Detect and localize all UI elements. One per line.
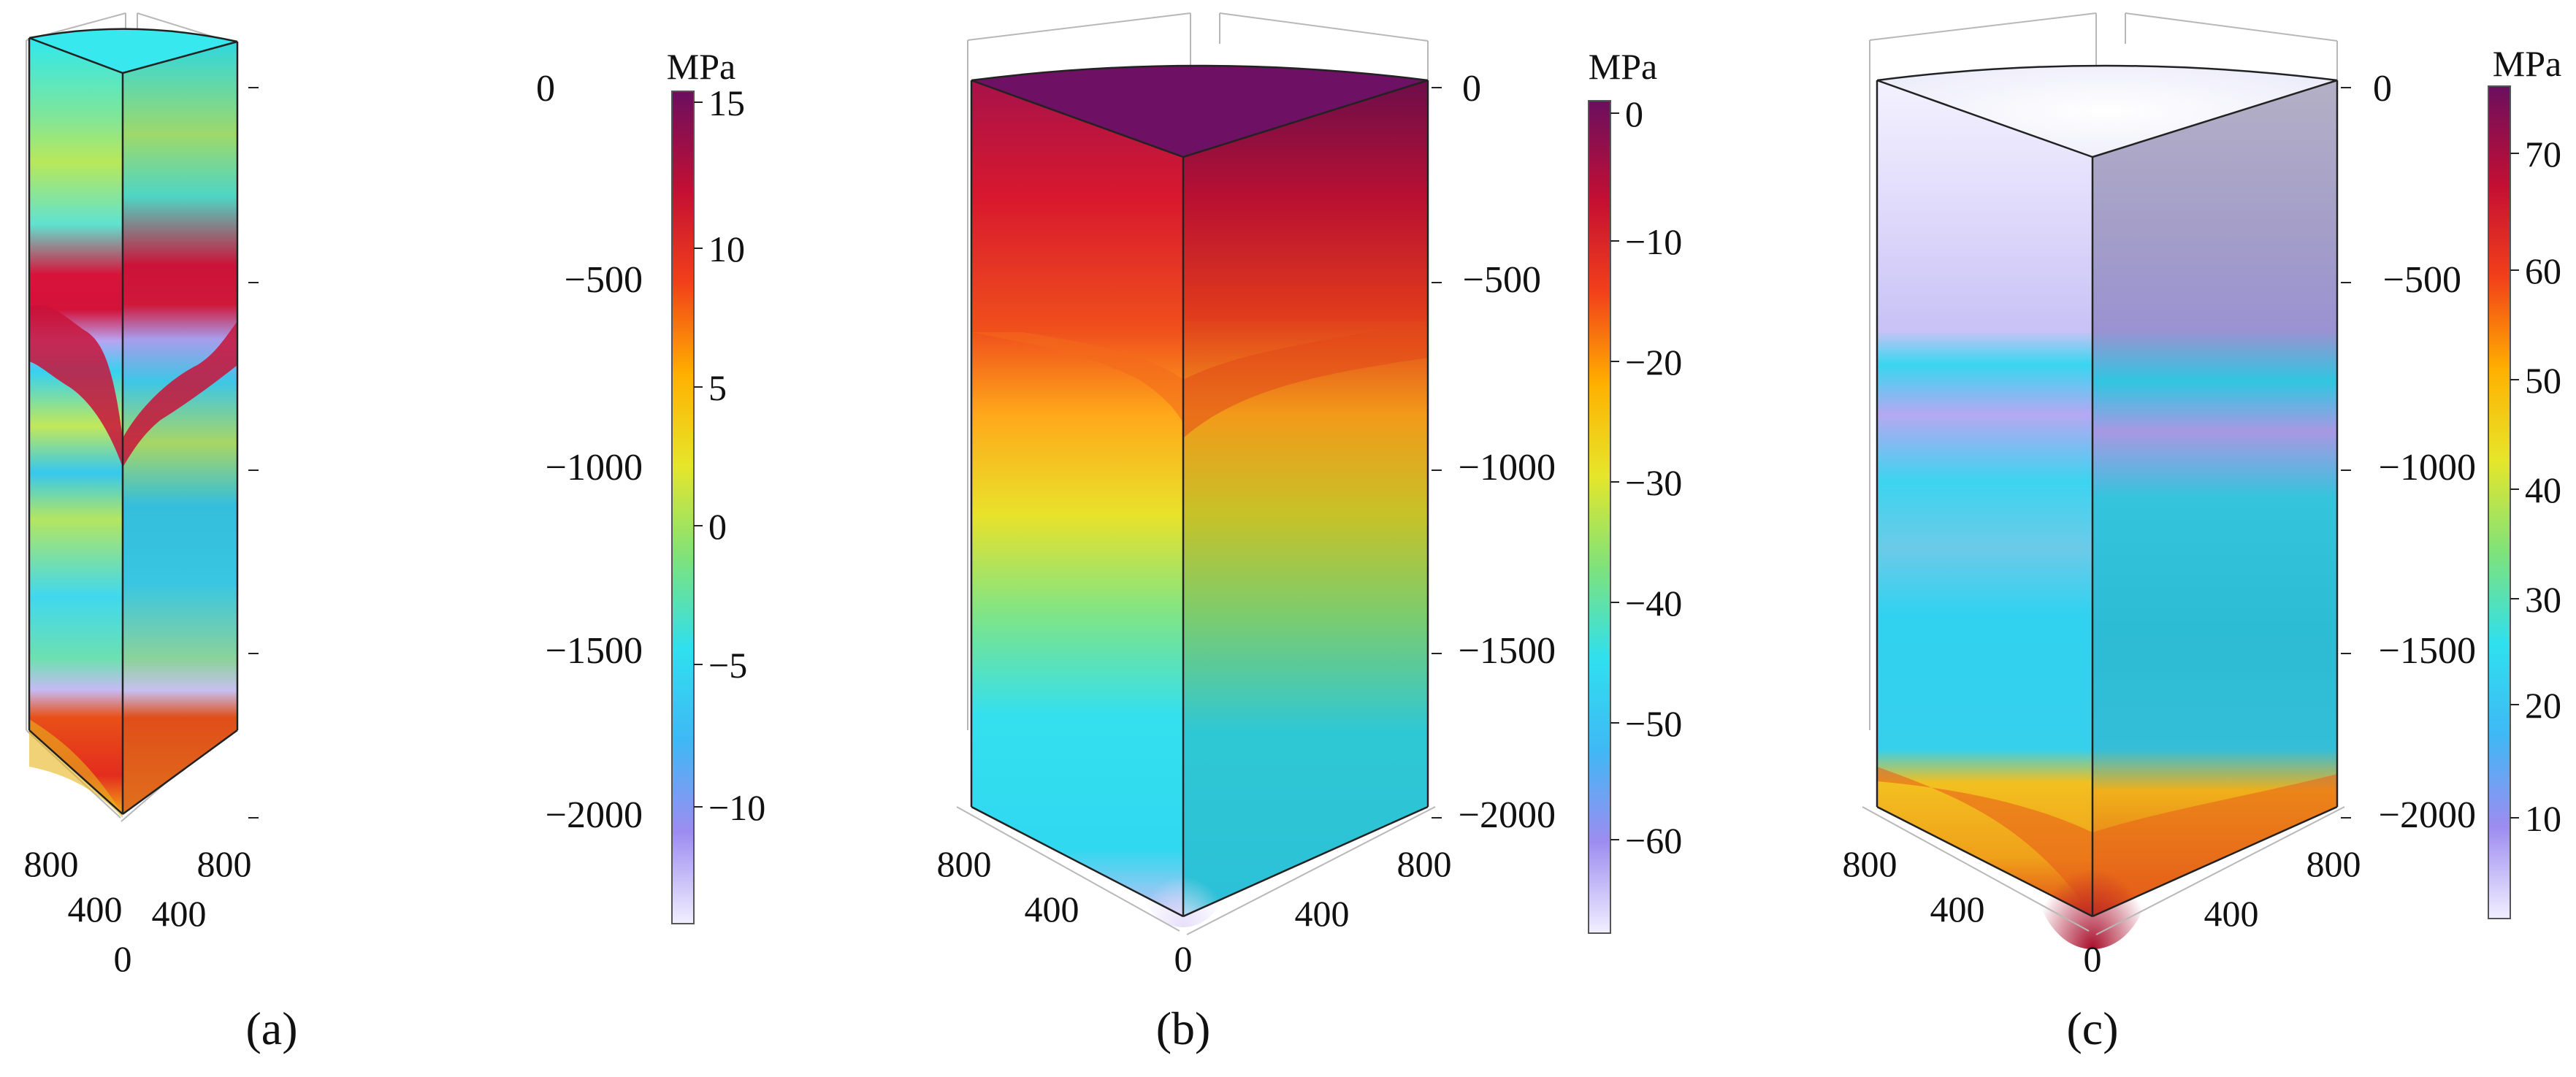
panel-c: 0 −500 −1000 −1500 −2000 800 400 0 400 8… bbox=[1843, 12, 2561, 1054]
base-frame-c bbox=[1862, 806, 2345, 935]
colorbar-tick-label: −20 bbox=[1625, 342, 1682, 383]
panel-label-b: (b) bbox=[1156, 1003, 1211, 1054]
left-axis-tick-label: 400 bbox=[68, 889, 123, 930]
band-a1 bbox=[29, 305, 123, 467]
colorbar-tick-label: −10 bbox=[708, 787, 765, 828]
colorbar-tick-label: 0 bbox=[708, 506, 727, 547]
band-c2 bbox=[2092, 774, 2337, 916]
left-face-a bbox=[29, 38, 123, 814]
z-tick-label: 0 bbox=[2373, 68, 2392, 110]
colorbar-tick-label: −40 bbox=[1625, 583, 1682, 624]
z-tick-label: −1500 bbox=[2379, 630, 2476, 672]
edges-b bbox=[970, 64, 1429, 918]
z-tick-label: −500 bbox=[565, 259, 643, 301]
colorbar-unit: MPa bbox=[2493, 43, 2561, 84]
origin-tick-label: 0 bbox=[114, 938, 132, 979]
right-face-b bbox=[1183, 80, 1428, 916]
origin-tick-label: 0 bbox=[2084, 938, 2102, 979]
z-tick-label: −1500 bbox=[1459, 630, 1556, 672]
colorbar-tick-label: 0 bbox=[1625, 93, 1643, 134]
colorbar-tick-label: −5 bbox=[708, 645, 747, 686]
z-tick-label: −2000 bbox=[546, 794, 643, 836]
colorbar-tick-label: 15 bbox=[708, 83, 745, 123]
colorbar-a: MPa 15 10 5 0 −5 −10 bbox=[667, 46, 765, 924]
z-tick-label: −500 bbox=[1463, 259, 1541, 301]
band-a2 bbox=[123, 321, 237, 467]
left-axis-tick-label: 800 bbox=[937, 843, 992, 884]
colorbar-tick-label: −30 bbox=[1625, 462, 1682, 503]
z-axis-ticks-b bbox=[1432, 87, 1442, 819]
colorbar-unit: MPa bbox=[667, 46, 735, 87]
panel-label-a: (a) bbox=[245, 1003, 297, 1054]
z-tick-label: −1000 bbox=[2379, 447, 2476, 488]
band-b1 bbox=[971, 332, 1183, 423]
panel-b: 0 −500 −1000 −1500 −2000 800 400 0 400 8… bbox=[937, 12, 1682, 1054]
edges-a bbox=[28, 28, 239, 816]
top-face-a bbox=[29, 28, 237, 73]
top-face-b bbox=[971, 66, 1428, 157]
colorbar-tick-label: 40 bbox=[2525, 469, 2561, 510]
right-axis-tick-label: 400 bbox=[152, 893, 207, 934]
colorbar-tick-label: 10 bbox=[708, 229, 745, 269]
z-tick-label: −1000 bbox=[1459, 447, 1556, 488]
right-axis-tick-label: 400 bbox=[1295, 893, 1350, 934]
panel-a: 0 −500 −1000 −1500 −2000 800 400 0 400 8… bbox=[24, 12, 765, 1054]
colorbar-tick-label: 50 bbox=[2525, 360, 2561, 401]
right-axis-tick-label: 800 bbox=[2306, 843, 2361, 884]
colorbar-tick-label: −50 bbox=[1625, 703, 1682, 744]
base-frame-b bbox=[956, 806, 1436, 935]
band-b2 bbox=[1183, 321, 1428, 438]
colorbar-c: MPa 70 60 50 40 30 20 10 bbox=[2488, 43, 2561, 919]
colorbar-tick-label: 10 bbox=[2525, 798, 2561, 839]
left-face-c bbox=[1877, 80, 2092, 916]
right-face-a bbox=[123, 42, 237, 814]
top-face-c bbox=[1877, 66, 2337, 157]
colorbar-unit: MPa bbox=[1589, 46, 1657, 87]
left-axis-tick-label: 800 bbox=[1843, 843, 1897, 884]
z-axis-ticks-c bbox=[2341, 87, 2351, 819]
colorbar-tick-label: 60 bbox=[2525, 250, 2561, 291]
z-tick-label: 0 bbox=[1462, 68, 1481, 110]
z-tick-label: −1500 bbox=[546, 630, 643, 672]
panel-label-c: (c) bbox=[2066, 1003, 2118, 1054]
right-axis-tick-label: 800 bbox=[1397, 843, 1452, 884]
origin-tick-label: 0 bbox=[1174, 938, 1193, 979]
colorbar-tick-label: 30 bbox=[2525, 579, 2561, 620]
right-axis-tick-label: 800 bbox=[197, 843, 252, 884]
left-axis-tick-label: 400 bbox=[1025, 889, 1079, 930]
colorbar-tick-label: −10 bbox=[1625, 221, 1682, 262]
edges-c bbox=[1876, 64, 2339, 918]
z-axis-ticks-a bbox=[248, 87, 259, 819]
z-tick-label: −500 bbox=[2383, 259, 2461, 301]
z-tick-label: −1000 bbox=[546, 447, 643, 488]
left-axis-tick-label: 800 bbox=[24, 843, 79, 884]
colorbar-tick-label: 70 bbox=[2525, 134, 2561, 175]
z-tick-label: −2000 bbox=[1459, 794, 1556, 836]
left-axis-tick-label: 400 bbox=[1930, 889, 1985, 930]
right-face-c bbox=[2092, 80, 2337, 916]
colorbar-b: MPa 0 −10 −20 −30 −40 −50 −60 bbox=[1588, 46, 1682, 934]
z-tick-label: −2000 bbox=[2379, 794, 2476, 836]
colorbar-tick-label: 20 bbox=[2525, 685, 2561, 726]
z-tick-label: 0 bbox=[536, 68, 555, 110]
left-face-b bbox=[971, 80, 1183, 916]
right-axis-tick-label: 400 bbox=[2204, 893, 2259, 934]
colorbar-tick-label: 5 bbox=[708, 367, 727, 408]
colorbar-tick-label: −60 bbox=[1625, 820, 1682, 861]
